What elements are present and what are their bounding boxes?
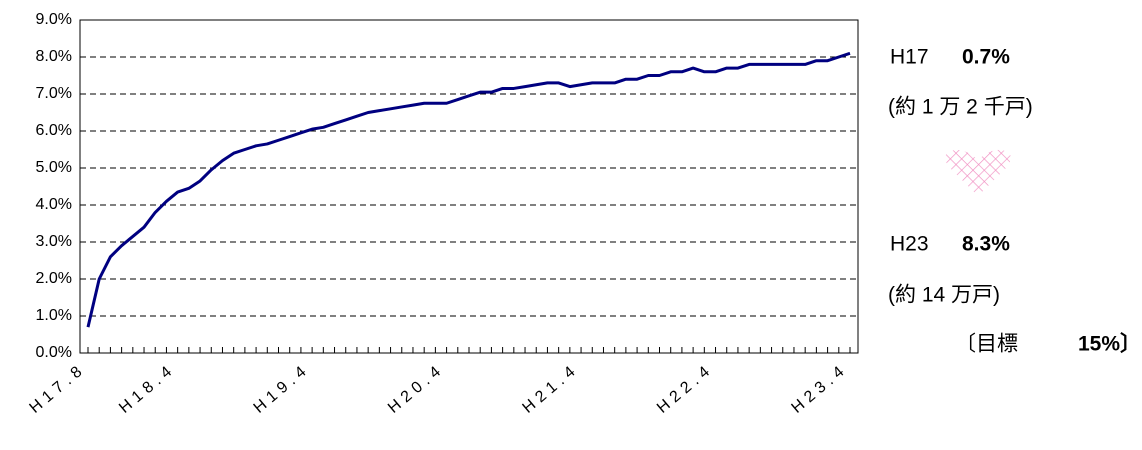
x-tick-label: H21.4: [520, 360, 583, 417]
annotation: (約 14 万戸): [888, 284, 1000, 307]
x-tick-label: H19.4: [251, 360, 314, 417]
x-tick-label: H22.4: [654, 360, 717, 417]
plot: 0.0% 1.0% 2.0% 3.0% 4.0% 5.0% 6.0% 7.0% 8.0% 9.0%…: [26, 11, 859, 417]
y-tick-label: 9.0%: [36, 11, 72, 28]
annotation: 15%〕: [1078, 332, 1141, 356]
y-tick-label: 6.0%: [36, 122, 72, 139]
annotation: 0.7%: [962, 46, 1010, 69]
annotation: H17: [890, 46, 929, 69]
plot-frame: [79, 19, 859, 354]
y-tick-label: 0.0%: [36, 344, 72, 361]
x-tick-label: H23.4: [788, 360, 851, 417]
x-tick-label: H20.4: [385, 360, 448, 417]
x-tick-label: H18.4: [116, 360, 179, 417]
annotation: 〔目標: [955, 333, 1018, 356]
heart-icon: [945, 149, 1011, 196]
y-tick-label: 7.0%: [36, 85, 72, 102]
y-tick-label: 8.0%: [36, 48, 72, 65]
y-tick-label: 1.0%: [36, 307, 72, 324]
y-tick-label: 2.0%: [36, 270, 72, 287]
y-tick-label: 3.0%: [36, 233, 72, 250]
y-tick-label: 4.0%: [36, 196, 72, 213]
y-tick-label: 5.0%: [36, 159, 72, 176]
annotation: 8.3%: [962, 233, 1010, 256]
annotation: (約 1 万 2 千戸): [888, 96, 1033, 119]
annotation: H23: [890, 233, 929, 256]
data-line: [86, 51, 851, 328]
x-tick-label: H17.8: [26, 360, 89, 417]
